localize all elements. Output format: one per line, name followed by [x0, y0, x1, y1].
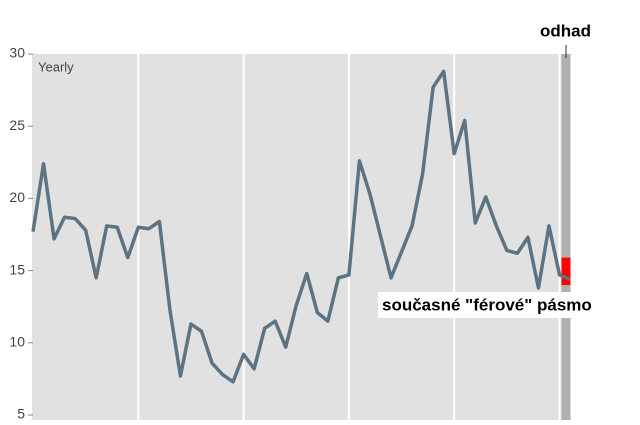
y-tick-label: 5 — [17, 406, 25, 420]
y-tick-label: 25 — [9, 117, 25, 133]
plot-background — [32, 54, 570, 420]
fair-band — [561, 257, 571, 286]
y-tick-label: 30 — [9, 45, 25, 61]
band-label: současné "férové" pásmo — [382, 295, 592, 314]
series-label: Yearly — [38, 59, 74, 74]
estimate-column — [561, 54, 571, 420]
y-tick-label: 15 — [9, 261, 25, 277]
estimate-label: odhad — [540, 21, 591, 40]
y-tick-label: 10 — [9, 334, 25, 350]
line — [31, 69, 571, 384]
band-label-box — [378, 292, 636, 318]
y-tick-label: 20 — [9, 189, 25, 205]
